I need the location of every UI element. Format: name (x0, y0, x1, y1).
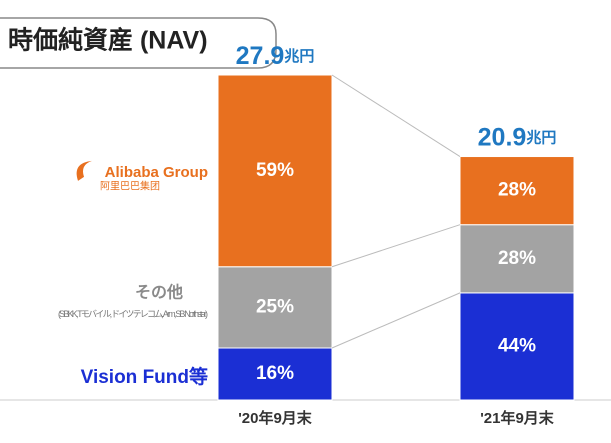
value-label: 16% (256, 363, 294, 384)
legend-label: Vision Fund等 (81, 365, 208, 388)
legend-label: その他 (135, 283, 183, 302)
total-value: 27.9 (236, 42, 285, 70)
bar-segment (217, 347, 333, 401)
connector (331, 224, 461, 268)
connector (331, 292, 461, 349)
total-unit: 兆円 (526, 130, 556, 147)
total-value: 20.9 (478, 123, 527, 151)
value-label: 59% (256, 160, 294, 181)
value-label: 25% (256, 296, 294, 317)
bar-segment (459, 224, 575, 294)
value-label: 28% (498, 180, 536, 201)
logo-mark (76, 160, 92, 181)
total-label: 27.9兆円 (236, 42, 315, 70)
legend-label: Alibaba Group (105, 164, 208, 181)
value-label: 44% (498, 335, 536, 356)
title-frame (0, 17, 277, 69)
bar-segment (217, 74, 333, 268)
legend-subname: 阿里巴巴集团 (100, 180, 160, 193)
x-tick-label: '20年9月末 (238, 409, 313, 427)
bar-segment (459, 156, 575, 226)
bar-segment (459, 292, 575, 401)
total-label: 20.9兆円 (478, 123, 557, 151)
x-tick-label: '21年9月末 (480, 409, 555, 427)
total-unit: 兆円 (284, 48, 314, 65)
connector (331, 74, 461, 157)
legend-note: (SBKK, Tモバイル, ドイツテレコム, Arm, SB Northstar… (58, 309, 208, 319)
chart-title: 時価純資産 (NAV) (8, 26, 208, 55)
value-label: 28% (498, 248, 536, 269)
